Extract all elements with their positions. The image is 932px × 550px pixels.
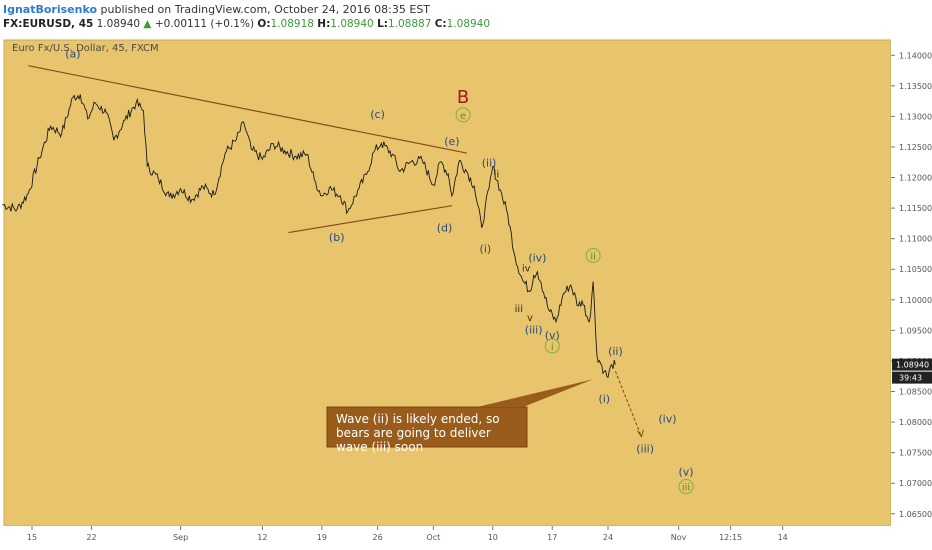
price-line <box>2 94 616 379</box>
y-tick-label: 1.13000 <box>899 112 932 121</box>
symbol-label: FX:EURUSD, 45 <box>3 18 94 30</box>
trendline <box>28 65 467 154</box>
high-key: H: <box>317 18 331 30</box>
chart-title: Euro Fx/U.S. Dollar, 45, FXCM <box>12 43 159 54</box>
open-value: 1.08918 <box>270 18 318 30</box>
published-text: published on TradingView.com, October 24… <box>97 3 431 16</box>
x-tick-label: 24 <box>603 533 613 542</box>
change-up-icon: ▲ <box>143 18 152 30</box>
y-tick-label: 1.08500 <box>899 388 932 397</box>
wave-circle-icon <box>455 107 471 123</box>
wave-label: (iii) <box>525 323 543 336</box>
time-axis-panel <box>0 526 932 550</box>
chart-header: IgnatBorisenko published on TradingView.… <box>0 0 932 34</box>
y-tick-label: 1.13500 <box>899 82 932 91</box>
chart-area[interactable]: 1.14000 1.13500 1.13000 1.12500 1.12000 1.115… <box>0 36 932 550</box>
quote-line: FX:EURUSD, 45 1.08940 ▲ +0.00111 (+0.1%)… <box>3 18 490 30</box>
wave-label: iii <box>515 304 523 315</box>
low-key: L: <box>377 18 388 30</box>
countdown-label: 39:43 <box>899 374 922 383</box>
wave-label: (ii) <box>608 345 623 358</box>
wave-label: (e) <box>444 135 459 148</box>
x-tick-label: Nov <box>671 533 687 542</box>
wave-label: iv <box>522 264 531 275</box>
x-tick-label: Sep <box>173 533 188 542</box>
y-tick-label: 1.12000 <box>899 174 932 183</box>
x-tick-label: 19 <box>317 533 327 542</box>
y-tick-label: 1.09500 <box>899 326 932 335</box>
price-axis-panel <box>891 36 932 550</box>
wave-label: (iii) <box>636 443 654 456</box>
wave-label: (i) <box>480 243 492 256</box>
y-tick-label: 1.06500 <box>899 510 932 519</box>
countdown-box <box>892 371 932 384</box>
wave-label: (iv) <box>528 251 546 264</box>
wave-label: (i) <box>598 393 610 406</box>
x-tick-label: 14 <box>778 533 788 542</box>
callout-pointer <box>477 379 594 407</box>
last-price-label: 1.08940 <box>896 361 929 370</box>
wave-circle-icon <box>585 247 601 263</box>
y-tick-label: 1.11000 <box>899 235 932 244</box>
x-tick-label: 12 <box>257 533 267 542</box>
y-tick-label: 1.07000 <box>899 479 932 488</box>
wave-label: (iv) <box>658 413 676 426</box>
high-value: 1.08940 <box>330 18 378 30</box>
x-tick-label: 10 <box>488 533 498 542</box>
wave-circle-label: e <box>460 111 466 122</box>
wave-circle-label: iii <box>682 483 690 494</box>
chart-canvas[interactable]: 1.14000 1.13500 1.13000 1.12500 1.12000 1.115… <box>0 36 932 550</box>
close-value: 1.08940 <box>446 18 491 30</box>
x-tick-label: Oct <box>426 533 440 542</box>
open-key: O: <box>257 18 271 30</box>
y-tick-label: 1.08000 <box>899 418 932 427</box>
wave-label: (v) <box>545 329 560 342</box>
x-tick-label: 12:15 <box>719 533 742 542</box>
author-link[interactable]: IgnatBorisenko <box>3 3 98 16</box>
callout-box <box>326 406 528 448</box>
wave-label: (v) <box>678 465 693 478</box>
wave-label: (ii) <box>482 157 497 170</box>
x-tick-label: 17 <box>547 533 557 542</box>
x-tick-label: 22 <box>86 533 96 542</box>
wave-circle-icon <box>678 479 694 495</box>
wave-label: ii <box>494 170 500 181</box>
wave-label: (b) <box>329 231 345 244</box>
wave-circle-icon <box>544 338 560 354</box>
wave-b-label: B <box>457 87 469 108</box>
x-tick-label: 15 <box>27 533 37 542</box>
y-tick-label: 1.10500 <box>899 265 932 274</box>
close-key: C: <box>434 18 447 30</box>
x-tick-label: 26 <box>373 533 383 542</box>
trendline <box>288 205 453 234</box>
callout-text: Wave (ii) is likely ended, so bears are … <box>336 412 500 454</box>
y-tick-label: 1.11500 <box>899 204 932 213</box>
last-price-box <box>892 358 932 371</box>
projection-line <box>614 371 642 437</box>
low-value: 1.08887 <box>387 18 435 30</box>
wave-label: (a) <box>65 48 80 61</box>
last-price: 1.08940 <box>93 18 144 30</box>
wave-circle-label: ii <box>590 251 596 262</box>
wave-circle-label: i <box>551 342 554 353</box>
change-value: +0.00111 (+0.1%) <box>151 18 258 30</box>
wave-label: (c) <box>370 108 385 121</box>
wave-label: (d) <box>437 221 453 234</box>
y-tick-label: 1.10000 <box>899 296 932 305</box>
projection-arrow-icon <box>637 429 644 438</box>
wave-label: v <box>527 313 533 324</box>
y-tick-label: 1.12500 <box>899 143 932 152</box>
y-tick-label: 1.14000 <box>899 51 932 60</box>
publish-line: IgnatBorisenko published on TradingView.… <box>3 3 430 16</box>
y-tick-label: 1.07500 <box>899 449 932 458</box>
